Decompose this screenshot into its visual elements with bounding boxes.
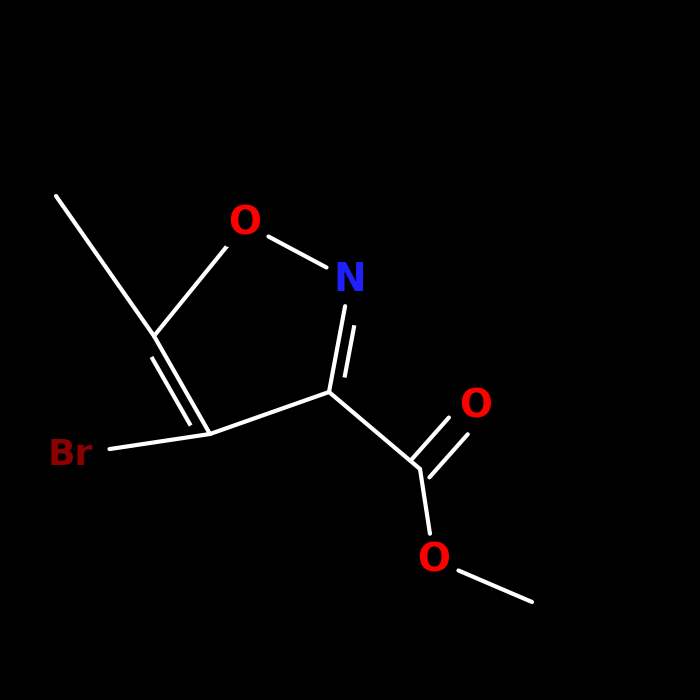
Text: O: O <box>228 205 262 243</box>
Text: Br: Br <box>48 438 92 472</box>
Text: O: O <box>417 541 451 579</box>
Text: O: O <box>459 387 493 425</box>
Text: N: N <box>334 261 366 299</box>
